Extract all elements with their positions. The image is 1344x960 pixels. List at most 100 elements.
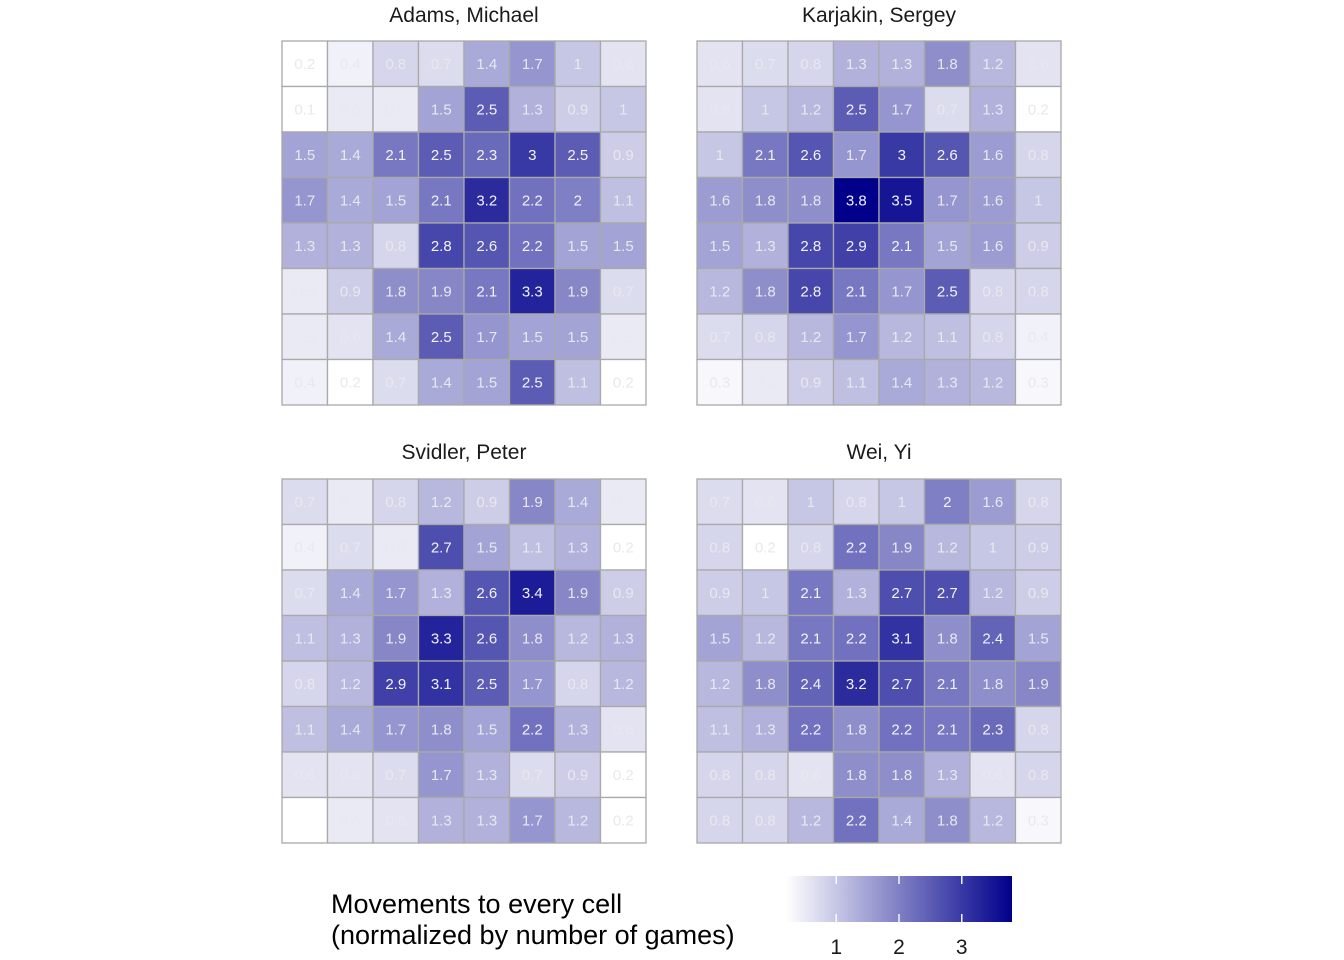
cell-label: 0.7 — [709, 494, 730, 511]
cell-label: 0.3 — [1028, 812, 1049, 829]
cell-label: 0.8 — [709, 539, 730, 556]
heatmap-cell — [878, 40, 926, 88]
heatmap-cell — [463, 796, 511, 844]
cell-label: 0.7 — [755, 56, 776, 73]
heatmap-cell — [599, 313, 647, 361]
cell-label: 1.5 — [613, 238, 634, 255]
cell-label: 1.2 — [431, 494, 452, 511]
cell-label: 0.3 — [1028, 374, 1049, 391]
heatmap-cell — [1014, 176, 1062, 224]
heatmap-cell — [878, 569, 926, 617]
cell-label: 2.7 — [891, 676, 912, 693]
cell-label: 0.2 — [613, 539, 634, 556]
heatmap-cell — [787, 267, 835, 315]
cell-label: 0.9 — [1028, 585, 1049, 602]
cell-label: 1.2 — [937, 539, 958, 556]
cell-label: 0.5 — [294, 329, 315, 346]
heatmap-cell — [326, 751, 374, 799]
heatmap-cell — [372, 751, 420, 799]
cell-label: 1.4 — [340, 721, 361, 738]
heatmap-cell — [372, 176, 420, 224]
cell-label: 0.8 — [294, 676, 315, 693]
cell-label: 0.6 — [340, 329, 361, 346]
cell-label: 1.8 — [937, 812, 958, 829]
heatmap-cell — [878, 660, 926, 708]
cell-label: 1.5 — [937, 238, 958, 255]
heatmap-cell — [463, 267, 511, 315]
heatmap-cell — [741, 796, 789, 844]
cell-label: 1.8 — [800, 192, 821, 209]
cell-label: 0.9 — [567, 101, 588, 118]
heatmap-cell — [554, 313, 602, 361]
cell-label: 2.2 — [846, 630, 867, 647]
color-legend: Movements to every cell (normalized by n… — [331, 876, 1012, 959]
legend-tick-label: 3 — [956, 936, 968, 959]
heatmap-cell — [923, 85, 971, 133]
cell-label: 3.4 — [522, 585, 543, 602]
heatmap-cell — [923, 267, 971, 315]
heatmap-cell — [832, 478, 880, 526]
cell-label: 1.2 — [800, 101, 821, 118]
heatmap-cell — [417, 796, 465, 844]
cell-label: 1.2 — [709, 676, 730, 693]
cell-label: 2.9 — [846, 238, 867, 255]
heatmap-cell — [554, 569, 602, 617]
heatmap-cell — [599, 523, 647, 571]
cell-label: 1.2 — [982, 374, 1003, 391]
cell-label: 2.7 — [431, 539, 452, 556]
panel-svidler: Svidler, Peter 0.7 0.5 0.8 1.2 0.9 1.9 1.4 0.5 0… — [281, 441, 647, 844]
cell-label: 2.1 — [431, 192, 452, 209]
cell-label: 1.2 — [567, 630, 588, 647]
cell-label: 1.5 — [431, 101, 452, 118]
cell-label: 1.3 — [522, 101, 543, 118]
cell-label: 1.9 — [431, 283, 452, 300]
cell-label: 1.2 — [567, 812, 588, 829]
heatmap-cell — [1014, 478, 1062, 526]
heatmap-cell — [1014, 569, 1062, 617]
heatmap-cell — [1014, 358, 1062, 406]
cell-label: 2.5 — [431, 147, 452, 164]
cell-label: 0.7 — [937, 101, 958, 118]
cell-label: 2.2 — [891, 721, 912, 738]
cell-label: 1.7 — [294, 192, 315, 209]
legend-title-line2: (normalized by number of games) — [331, 920, 735, 950]
heatmap-cell — [923, 705, 971, 753]
heatmap-cell — [969, 751, 1017, 799]
cell-label: 1.3 — [755, 721, 776, 738]
heatmap-cell — [281, 478, 329, 526]
cell-label: 0.8 — [982, 329, 1003, 346]
cell-label: 2.7 — [937, 585, 958, 602]
cell-label: 2 — [574, 192, 582, 209]
heatmap-cell — [696, 796, 744, 844]
cell-label: 0.7 — [294, 585, 315, 602]
heatmap-cell — [787, 222, 835, 270]
heatmap-cell — [787, 523, 835, 571]
cell-label: 2.8 — [800, 283, 821, 300]
heatmap-cell — [787, 313, 835, 361]
heatmap-cell — [326, 660, 374, 708]
cell-label: 1.7 — [522, 56, 543, 73]
heatmap-cell — [281, 131, 329, 179]
heatmap-cell — [696, 131, 744, 179]
heatmap-cell — [1014, 85, 1062, 133]
heatmap-cell — [372, 796, 420, 844]
heatmap-cell — [787, 85, 835, 133]
cell-label: 1.5 — [476, 721, 497, 738]
heatmap-cell — [417, 176, 465, 224]
cell-label: 2.5 — [476, 676, 497, 693]
cell-label: 2.6 — [476, 630, 497, 647]
heatmap-cell — [417, 222, 465, 270]
cell-label: 2.5 — [431, 329, 452, 346]
panel-karjakin: Karjakin, Sergey 0.6 0.7 0.8 1.3 1.3 1.8 1.2 0.… — [696, 4, 1062, 406]
heatmap-cell — [326, 523, 374, 571]
cell-label: 1 — [716, 147, 724, 164]
heatmap-cell — [832, 614, 880, 662]
cell-label: 1.4 — [385, 329, 406, 346]
cell-label: 0.5 — [340, 494, 361, 511]
cell-label: 3.1 — [891, 630, 912, 647]
cell-label: 1.3 — [431, 812, 452, 829]
cell-label: 2.5 — [567, 147, 588, 164]
cell-label: 0.7 — [340, 539, 361, 556]
heatmap-cell — [463, 751, 511, 799]
